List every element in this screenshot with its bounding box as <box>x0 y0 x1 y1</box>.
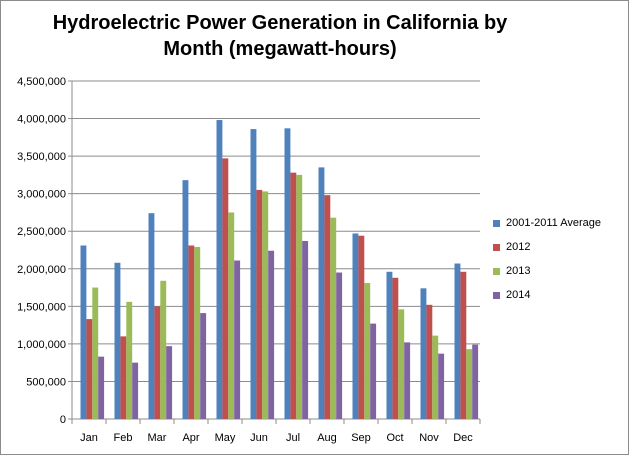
bar-2014-nov <box>438 353 445 419</box>
chart-title-line2: Month (megawatt-hours) <box>163 38 397 60</box>
chart-title: Hydroelectric Power Generation in Califo… <box>40 10 520 62</box>
bar-2013-aug <box>330 217 337 419</box>
chart-title-line1: Hydroelectric Power Generation in Califo… <box>52 12 508 34</box>
x-tick-label: Aug <box>317 432 337 444</box>
bar-2013-apr <box>194 246 201 419</box>
bar-2001-2011-average-dec <box>454 263 461 419</box>
legend-swatch <box>493 267 500 275</box>
bar-2001-2011-average-sep <box>352 233 359 419</box>
bar-2014-feb <box>132 362 139 419</box>
bar-2013-sep <box>364 283 371 419</box>
x-tick-label: Apr <box>182 432 199 444</box>
y-tick-label: 3,500,000 <box>17 151 66 163</box>
bar-2013-feb <box>126 301 133 419</box>
bar-2013-may <box>228 212 235 419</box>
bar-2013-jun <box>262 191 269 419</box>
x-tick-label: Mar <box>148 432 167 444</box>
x-tick-label: Jun <box>250 432 268 444</box>
bar-2014-jan <box>98 356 105 419</box>
bar-2012-jul <box>290 172 297 419</box>
y-tick-label: 2,500,000 <box>17 226 66 238</box>
bar-2014-dec <box>472 344 479 419</box>
x-tick-label: Sep <box>351 432 371 444</box>
bar-2012-aug <box>324 195 331 419</box>
legend-label: 2013 <box>506 265 531 277</box>
bar-2012-jun <box>256 189 263 419</box>
bar-2001-2011-average-nov <box>420 288 427 419</box>
bar-2012-sep <box>358 235 365 419</box>
bar-2001-2011-average-feb <box>114 262 121 419</box>
legend-swatch <box>493 243 500 251</box>
bar-2012-oct <box>392 277 399 419</box>
bar-2012-jan <box>86 319 93 419</box>
bar-2013-jan <box>92 287 99 419</box>
legend-label: 2014 <box>506 289 531 301</box>
bar-2001-2011-average-aug <box>318 167 325 419</box>
bar-2014-jul <box>302 240 309 419</box>
bar-2012-dec <box>460 271 467 419</box>
y-tick-label: 4,000,000 <box>17 114 66 126</box>
bar-2001-2011-average-jun <box>250 129 257 419</box>
legend: 2001-2011 Average 2012 2013 2014 <box>493 216 601 312</box>
y-tick-label: 2,000,000 <box>17 264 66 276</box>
x-tick-label: Jul <box>286 432 300 444</box>
bar-2012-may <box>222 158 229 419</box>
legend-label: 2001-2011 Average <box>506 217 602 229</box>
bar-2014-apr <box>200 313 207 419</box>
x-tick-label: Nov <box>419 432 439 444</box>
legend-item: 2001-2011 Average <box>493 216 601 230</box>
bar-2013-jul <box>296 174 303 419</box>
legend-swatch <box>493 291 500 299</box>
bar-2001-2011-average-may <box>216 120 223 420</box>
bar-2012-mar <box>154 306 161 419</box>
bar-2001-2011-average-jul <box>284 128 291 419</box>
bar-2014-sep <box>370 323 377 419</box>
y-tick-label: 500,000 <box>26 376 66 388</box>
x-tick-label: May <box>215 432 236 444</box>
bar-2014-may <box>234 260 241 419</box>
legend-item: 2014 <box>493 288 601 302</box>
legend-item: 2012 <box>493 240 601 254</box>
bar-2001-2011-average-jan <box>80 245 87 419</box>
y-tick-label: 4,500,000 <box>17 76 66 88</box>
legend-item: 2013 <box>493 264 601 278</box>
bar-2013-oct <box>398 309 405 419</box>
legend-label: 2012 <box>506 241 531 253</box>
bar-2012-nov <box>426 304 433 419</box>
bar-2014-oct <box>404 342 411 419</box>
y-tick-label: 0 <box>60 414 66 426</box>
bar-2012-feb <box>120 336 127 419</box>
bar-2014-mar <box>166 346 173 419</box>
x-tick-label: Dec <box>453 432 473 444</box>
legend-swatch <box>493 219 500 227</box>
y-tick-label: 3,000,000 <box>17 189 66 201</box>
bar-2001-2011-average-mar <box>148 213 155 419</box>
bar-2014-aug <box>336 272 343 419</box>
bar-2001-2011-average-apr <box>182 180 189 419</box>
x-tick-label: Feb <box>114 432 133 444</box>
bar-2014-jun <box>268 250 275 419</box>
bar-2013-mar <box>160 280 167 419</box>
y-tick-label: 1,500,000 <box>17 301 66 313</box>
x-tick-label: Oct <box>386 432 403 444</box>
x-tick-label: Jan <box>80 432 98 444</box>
bar-2013-dec <box>466 349 473 419</box>
bar-2012-apr <box>188 245 195 419</box>
bar-2013-nov <box>432 335 439 419</box>
y-tick-label: 1,000,000 <box>17 339 66 351</box>
bar-2001-2011-average-oct <box>386 271 393 419</box>
